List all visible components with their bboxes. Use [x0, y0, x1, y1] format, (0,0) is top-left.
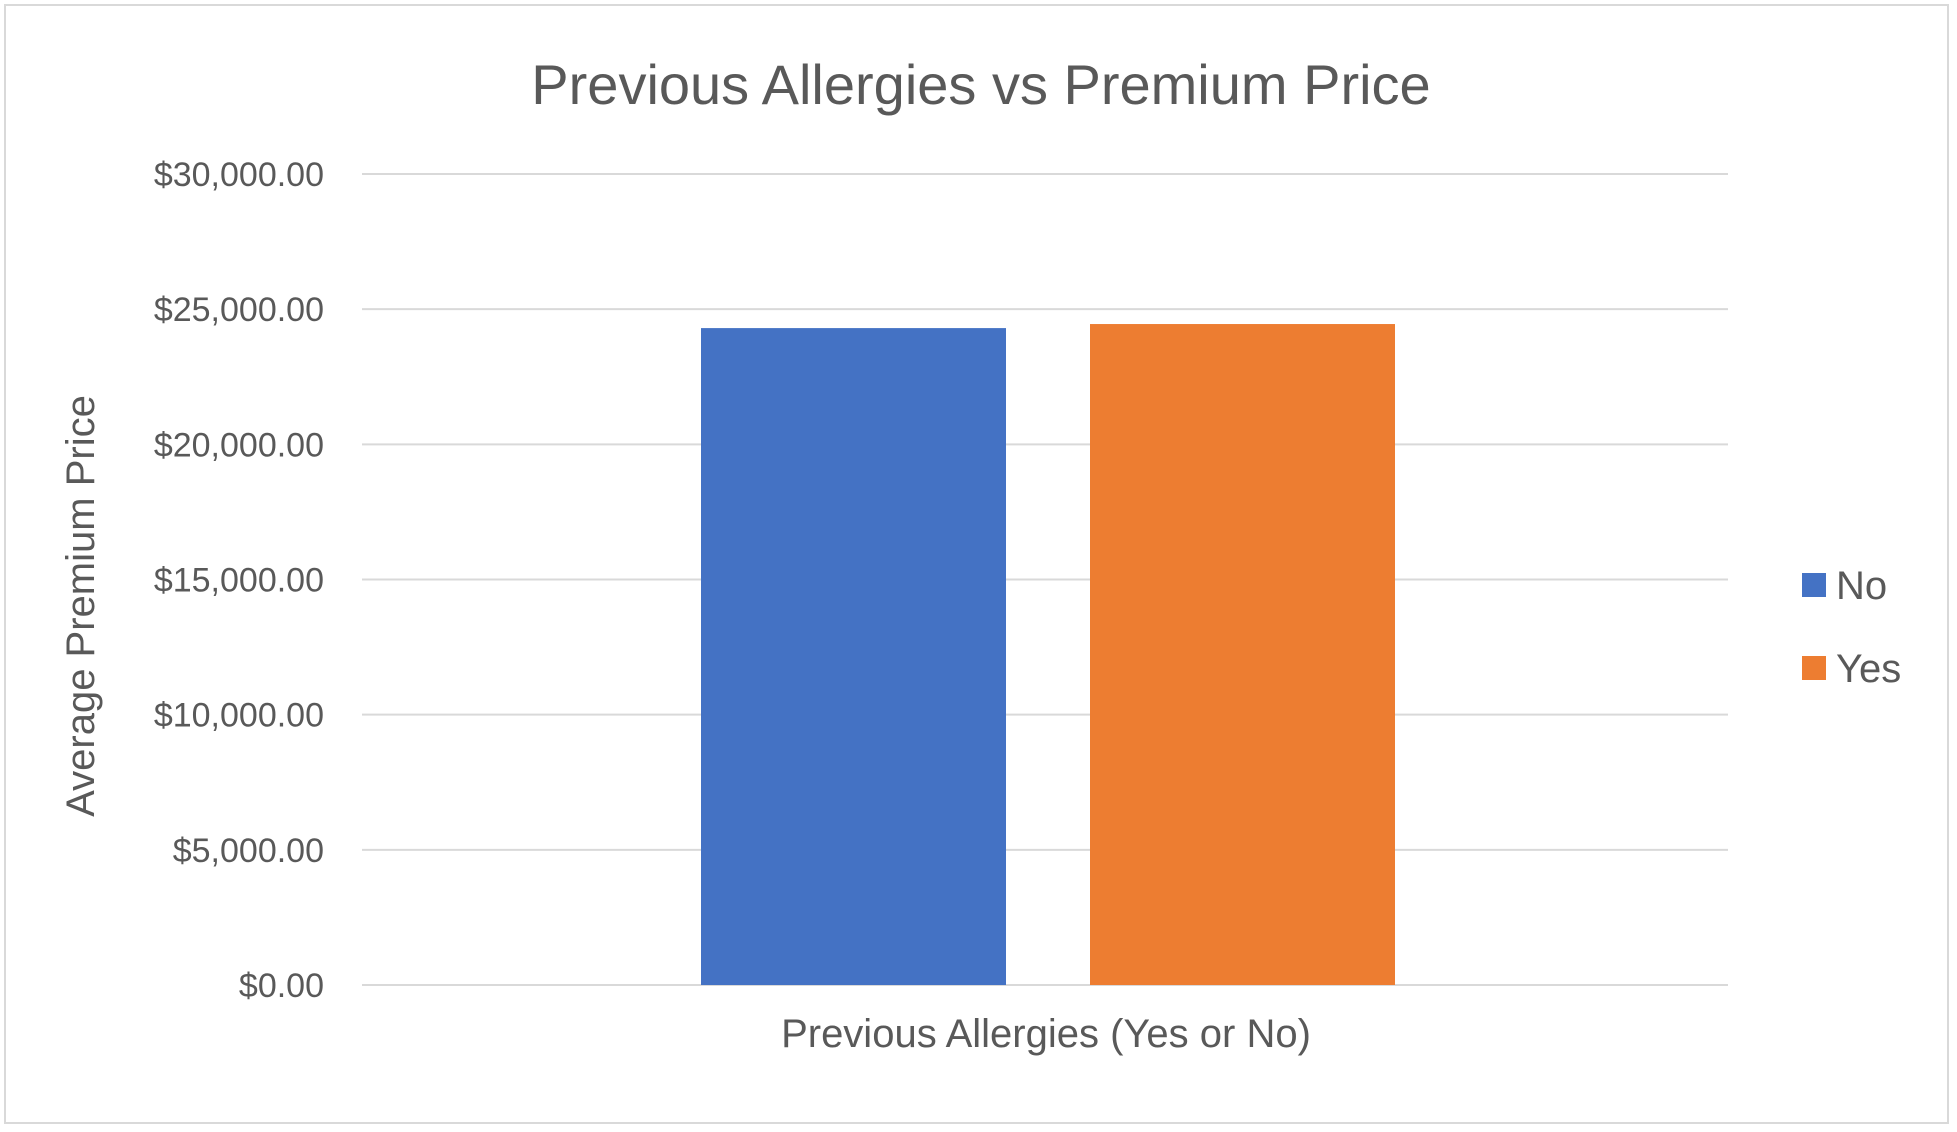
legend-label-no: No: [1836, 564, 1887, 608]
chart-canvas: Previous Allergies vs Premium Price $0.0…: [59, 53, 1901, 1056]
y-tick-label: $25,000.00: [154, 291, 324, 329]
y-tick-label: $5,000.00: [173, 832, 324, 870]
legend-swatch-no: [1802, 573, 1826, 597]
legend: No Yes: [1802, 564, 1901, 691]
gridlines: [362, 173, 1728, 986]
legend-label-yes: Yes: [1836, 647, 1901, 691]
chart-frame: Previous Allergies vs Premium Price $0.0…: [4, 4, 1949, 1124]
y-tick-label: $10,000.00: [154, 697, 324, 735]
bar-no: [701, 328, 1006, 986]
x-axis-title: Previous Allergies (Yes or No): [781, 1012, 1311, 1056]
y-tick-label: $20,000.00: [154, 426, 324, 464]
y-tick-label: $0.00: [239, 967, 324, 1005]
y-axis-title: Average Premium Price: [59, 395, 103, 817]
y-tick-label: $30,000.00: [154, 156, 324, 194]
legend-swatch-yes: [1802, 656, 1826, 680]
y-tick-label: $15,000.00: [154, 562, 324, 600]
bar-yes: [1090, 324, 1395, 985]
bars: [701, 324, 1395, 986]
chart-title: Previous Allergies vs Premium Price: [531, 53, 1430, 116]
y-axis-ticks: $0.00 $5,000.00 $10,000.00 $15,000.00 $20,00…: [154, 156, 324, 1005]
